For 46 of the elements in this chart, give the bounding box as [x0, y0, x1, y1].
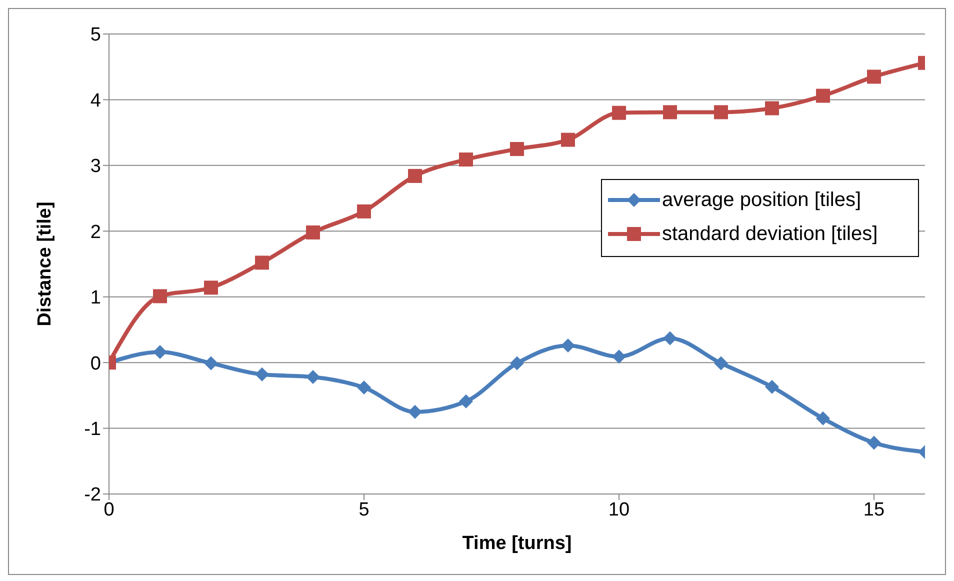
y-axis-title: Distance [tile] [34, 202, 56, 326]
x-axis-title: Time [turns] [462, 533, 572, 554]
point [255, 367, 269, 382]
point [510, 356, 524, 370]
point [408, 168, 422, 183]
y-tick-label: 5 [90, 24, 101, 46]
point [612, 350, 626, 364]
point [663, 331, 677, 346]
legend-label: average position [tiles] [662, 188, 862, 212]
x-tick-label: 0 [104, 499, 114, 520]
point [459, 394, 473, 408]
point [714, 105, 728, 120]
point [255, 256, 269, 270]
point [714, 356, 728, 370]
point [306, 225, 320, 240]
y-tick-label: 1 [90, 288, 101, 309]
point [816, 88, 830, 103]
point [357, 380, 371, 395]
x-tick-label: 10 [608, 499, 630, 520]
y-tick-label: 0 [90, 353, 101, 374]
point [357, 204, 371, 218]
x-tick-label: 5 [358, 499, 370, 520]
point [408, 404, 422, 419]
point [561, 132, 575, 147]
point [612, 106, 626, 120]
point [867, 436, 881, 450]
point [663, 105, 677, 120]
point [765, 101, 779, 116]
point [765, 380, 779, 394]
point [153, 289, 167, 304]
point [561, 338, 575, 352]
y-tick-label: -2 [84, 484, 101, 506]
y-tick-label: 4 [90, 90, 102, 112]
point [153, 345, 167, 360]
y-tick-label: -1 [84, 419, 101, 440]
point [816, 411, 830, 426]
point [867, 70, 881, 84]
point [510, 142, 524, 156]
point [204, 280, 218, 295]
x-tick-label: 15 [863, 499, 885, 520]
point [459, 152, 473, 167]
y-tick-label: 3 [90, 156, 101, 178]
point [204, 356, 218, 370]
legend-label: standard deviation [tiles] [662, 222, 878, 246]
point [306, 370, 320, 384]
y-tick-label: 2 [90, 222, 101, 243]
